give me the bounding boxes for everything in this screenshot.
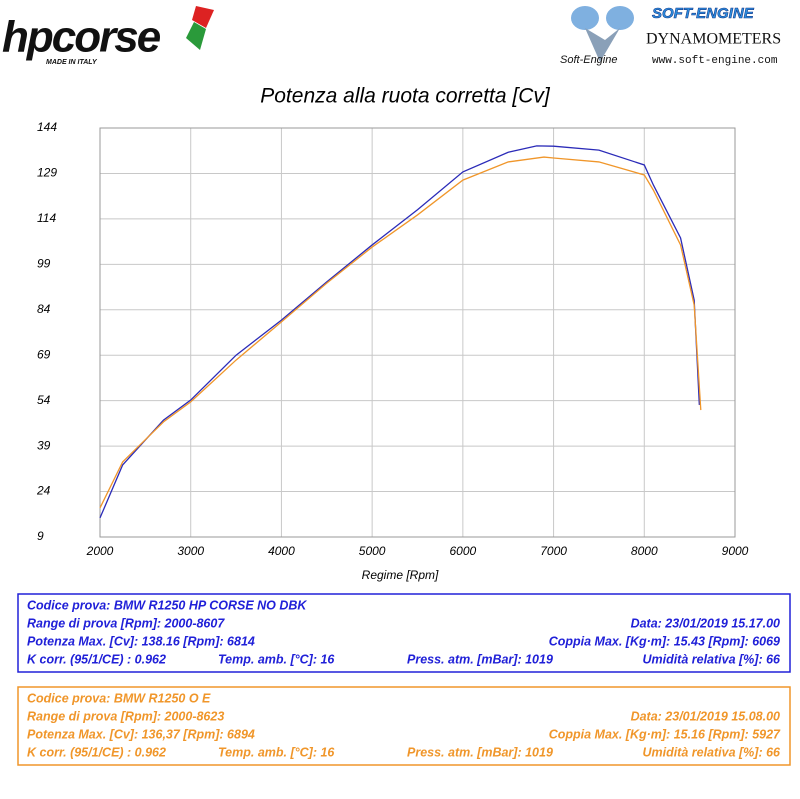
info-text: Temp. amb. [°C]: 16 <box>218 652 335 666</box>
dyno-logo: SOFT-ENGINE <box>652 5 755 22</box>
info-text: K corr. (95/1/CE) : 0.962 <box>27 745 166 759</box>
dyno-small: Soft-Engine <box>560 54 617 66</box>
y-tick-label: 129 <box>37 166 57 180</box>
y-tick-label: 9 <box>37 529 44 543</box>
info-text: Potenza Max. [Cv]: 138.16 [Rpm]: 6814 <box>27 634 255 648</box>
y-tick-label: 114 <box>37 211 56 225</box>
y-tick-label: 54 <box>37 393 51 407</box>
info-text: Press. atm. [mBar]: 1019 <box>407 745 553 759</box>
brand: hpcorse <box>2 13 161 62</box>
x-tick-label: 5000 <box>359 544 386 558</box>
info-text: Umidità relativa [%]: 66 <box>642 652 781 666</box>
x-tick-label: 9000 <box>722 544 749 558</box>
grid: 2000 3000 4000 5000 6000 7000 8000 9000 9 24 39 54 6… <box>36 120 749 558</box>
rods <box>585 28 620 62</box>
flag-green <box>186 22 206 50</box>
piston <box>571 6 599 30</box>
info-text: Range di prova [Rpm]: 2000-8623 <box>27 709 224 723</box>
info-box <box>17 686 791 766</box>
info-panel: Codice prova: BMW R1250 HP CORSE NO DBK R… <box>17 593 791 766</box>
info-text: Codice prova: BMW R1250 O E <box>27 691 211 705</box>
x-tick-label: 6000 <box>450 544 477 558</box>
lines <box>99 145 702 519</box>
x-tick-label: 4000 <box>268 544 295 558</box>
series-line <box>99 156 702 509</box>
plot-frame <box>99 127 736 538</box>
x-tick-label: 8000 <box>631 544 658 558</box>
x-tick-label: 7000 <box>540 544 567 558</box>
soft-engine-logo: Soft-Engine SOFT-ENGINE DYNAMOMETERS www… <box>560 5 781 67</box>
info-text: Coppia Max. [Kg·m]: 15.43 [Rpm]: 6069 <box>549 634 780 648</box>
x-tick-label: 2000 <box>86 544 114 558</box>
y-tick-label: 24 <box>36 484 51 498</box>
info-text: Range di prova [Rpm]: 2000-8607 <box>27 616 225 630</box>
piston <box>606 6 634 30</box>
info-text: Coppia Max. [Kg·m]: 15.16 [Rpm]: 5927 <box>549 727 781 741</box>
x-axis-title: Regime [Rpm] <box>362 568 439 582</box>
y-tick-label: 84 <box>37 302 51 316</box>
flag-red <box>192 6 214 28</box>
info-text: Data: 23/01/2019 15.08.00 <box>631 709 780 723</box>
info-text: Umidità relativa [%]: 66 <box>642 745 781 759</box>
y-tick-label: 69 <box>37 347 51 361</box>
hpcorse-logo: hpcorse MADE IN ITALY <box>2 6 214 66</box>
y-tick-label: 99 <box>37 257 51 271</box>
made-in: MADE IN ITALY <box>46 59 98 66</box>
info-text: Codice prova: BMW R1250 HP CORSE NO DBK <box>27 598 307 612</box>
y-tick-label: 39 <box>37 438 51 452</box>
y-tick-label: 144 <box>37 120 57 134</box>
info-text: K corr. (95/1/CE) : 0.962 <box>27 652 166 666</box>
info-text: Potenza Max. [Cv]: 136,37 [Rpm]: 6894 <box>27 727 255 741</box>
info-box <box>17 593 791 673</box>
info-text: Data: 23/01/2019 15.17.00 <box>631 616 780 630</box>
info-text: Temp. amb. [°C]: 16 <box>218 745 335 759</box>
x-tick-label: 3000 <box>177 544 204 558</box>
dyno-title: DYNAMOMETERS <box>646 31 781 48</box>
series-line <box>99 145 700 519</box>
chart-title: Potenza alla ruota corretta [Cv] <box>260 85 551 108</box>
website: www.soft-engine.com <box>652 55 778 67</box>
info-text: Press. atm. [mBar]: 1019 <box>407 652 553 666</box>
